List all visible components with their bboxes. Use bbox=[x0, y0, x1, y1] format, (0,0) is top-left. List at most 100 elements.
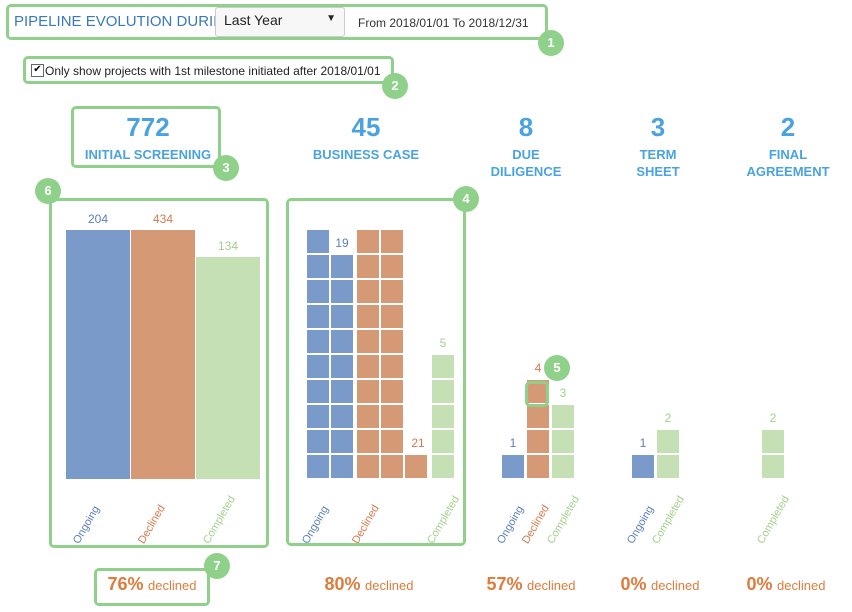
marker-3: 3 bbox=[213, 155, 239, 181]
unit-cell-ongoing bbox=[306, 404, 330, 429]
unit-cell-declined bbox=[380, 454, 404, 479]
value-label-ongoing: 19 bbox=[335, 236, 349, 250]
declined-pct: 0% bbox=[620, 574, 647, 594]
declined-text: declined bbox=[527, 578, 576, 593]
unit-cell-declined bbox=[380, 229, 404, 254]
declined-due-diligence: 57% declined bbox=[468, 574, 594, 595]
unit-cell-declined bbox=[380, 329, 404, 354]
highlight-6 bbox=[49, 198, 269, 548]
unit-cell-completed bbox=[761, 429, 785, 454]
unit-cell-ongoing bbox=[306, 329, 330, 354]
declined-pct: 76% bbox=[107, 574, 144, 594]
unit-cell-ongoing bbox=[330, 354, 354, 379]
unit-cell-ongoing bbox=[306, 279, 330, 304]
unit-cell-completed bbox=[551, 454, 575, 479]
value-label-completed: 134 bbox=[217, 239, 239, 253]
axis-label-completed: Completed bbox=[545, 493, 582, 546]
unit-cell-declined bbox=[356, 379, 380, 404]
unit-cell-completed bbox=[431, 404, 455, 429]
highlight-3 bbox=[71, 106, 221, 168]
value-label-ongoing: 1 bbox=[509, 436, 517, 450]
declined-pct: 80% bbox=[324, 574, 361, 594]
date-range: From 2018/01/01 To 2018/12/31 bbox=[358, 16, 529, 30]
declined-text: declined bbox=[365, 578, 414, 593]
highlight-4 bbox=[286, 198, 466, 546]
unit-cell-declined bbox=[380, 279, 404, 304]
declined-text: declined bbox=[777, 578, 826, 593]
unit-cell-ongoing bbox=[330, 429, 354, 454]
declined-final-agreement: 0% declined bbox=[728, 574, 844, 595]
unit-cell-declined bbox=[356, 429, 380, 454]
chevron-down-icon: ▼ bbox=[326, 13, 336, 24]
unit-cell-declined bbox=[356, 329, 380, 354]
unit-cell-ongoing bbox=[330, 304, 354, 329]
value-label-declined: 4 bbox=[534, 361, 542, 375]
declined-pct: 57% bbox=[486, 574, 523, 594]
declined-text: declined bbox=[148, 578, 197, 593]
unit-cell-completed bbox=[761, 454, 785, 479]
stage-name-final-agreement: FINAL AGREEMENT bbox=[746, 147, 830, 179]
period-select-value: Last Year bbox=[224, 12, 283, 28]
axis-label-completed: Completed bbox=[650, 493, 687, 546]
unit-cell-declined bbox=[380, 254, 404, 279]
stage-name-term-sheet: TERM SHEET bbox=[636, 147, 680, 179]
unit-cell-completed bbox=[431, 454, 455, 479]
marker-7: 7 bbox=[204, 553, 230, 579]
highlight-2 bbox=[23, 56, 394, 84]
value-label-completed: 3 bbox=[559, 386, 567, 400]
declined-pct: 0% bbox=[746, 574, 773, 594]
unit-cell-ongoing bbox=[306, 454, 330, 479]
unit-cell-ongoing bbox=[330, 454, 354, 479]
unit-cell-ongoing bbox=[306, 304, 330, 329]
unit-cell-declined bbox=[380, 429, 404, 454]
period-select[interactable]: Last Year ▼ bbox=[215, 7, 345, 37]
unit-cell-declined bbox=[356, 229, 380, 254]
value-label-completed: 2 bbox=[769, 411, 777, 425]
marker-1: 1 bbox=[538, 30, 564, 56]
unit-cell-ongoing bbox=[631, 454, 655, 479]
value-label-declined: 21 bbox=[411, 436, 425, 450]
unit-cell-ongoing bbox=[501, 454, 525, 479]
unit-cell-declined bbox=[356, 454, 380, 479]
stage-count-initial-screening: 772 bbox=[126, 112, 170, 142]
unit-cell-ongoing bbox=[330, 404, 354, 429]
unit-cell-declined bbox=[380, 304, 404, 329]
unit-cell-declined bbox=[356, 354, 380, 379]
unit-cell-ongoing bbox=[306, 254, 330, 279]
unit-cell-completed bbox=[551, 404, 575, 429]
declined-text: declined bbox=[651, 578, 700, 593]
declined-initial-screening: 76% declined bbox=[94, 574, 210, 595]
marker-6: 6 bbox=[35, 178, 61, 204]
declined-business-case: 80% declined bbox=[306, 574, 432, 595]
stage-count-business-case: 45 bbox=[351, 112, 381, 142]
unit-cell-completed bbox=[431, 379, 455, 404]
highlight-7 bbox=[94, 568, 210, 606]
unit-cell-declined bbox=[526, 454, 550, 479]
unit-cell-ongoing bbox=[330, 254, 354, 279]
unit-cell-ongoing bbox=[330, 329, 354, 354]
pipeline-title: PIPELINE EVOLUTION DURING bbox=[14, 13, 236, 30]
stage-name-business-case: BUSINESS CASE bbox=[312, 147, 420, 162]
filter-checkbox[interactable]: ✔ bbox=[31, 64, 44, 77]
unit-cell-ongoing bbox=[306, 429, 330, 454]
unit-cell-ongoing bbox=[306, 229, 330, 254]
value-label-ongoing: 204 bbox=[87, 212, 109, 226]
unit-cell-ongoing bbox=[330, 279, 354, 304]
unit-cell-declined bbox=[356, 304, 380, 329]
stage-name-initial-screening: INITIAL SCREENING bbox=[84, 147, 212, 162]
unit-cell-declined bbox=[380, 354, 404, 379]
stage-count-final-agreement: 2 bbox=[780, 112, 796, 142]
filter-label: Only show projects with 1st milestone in… bbox=[45, 64, 381, 78]
unit-cell-ongoing bbox=[330, 379, 354, 404]
highlight-5 bbox=[525, 381, 549, 407]
stage-name-due-diligence: DUE DILIGENCE bbox=[490, 147, 562, 179]
unit-cell-declined bbox=[380, 379, 404, 404]
bar-completed bbox=[196, 257, 260, 479]
marker-4: 4 bbox=[453, 186, 479, 212]
unit-cell-declined bbox=[356, 404, 380, 429]
unit-cell-declined bbox=[356, 254, 380, 279]
bar-ongoing bbox=[66, 230, 130, 479]
value-label-completed: 2 bbox=[664, 411, 672, 425]
unit-cell-completed bbox=[656, 429, 680, 454]
stage-count-due-diligence: 8 bbox=[518, 112, 534, 142]
